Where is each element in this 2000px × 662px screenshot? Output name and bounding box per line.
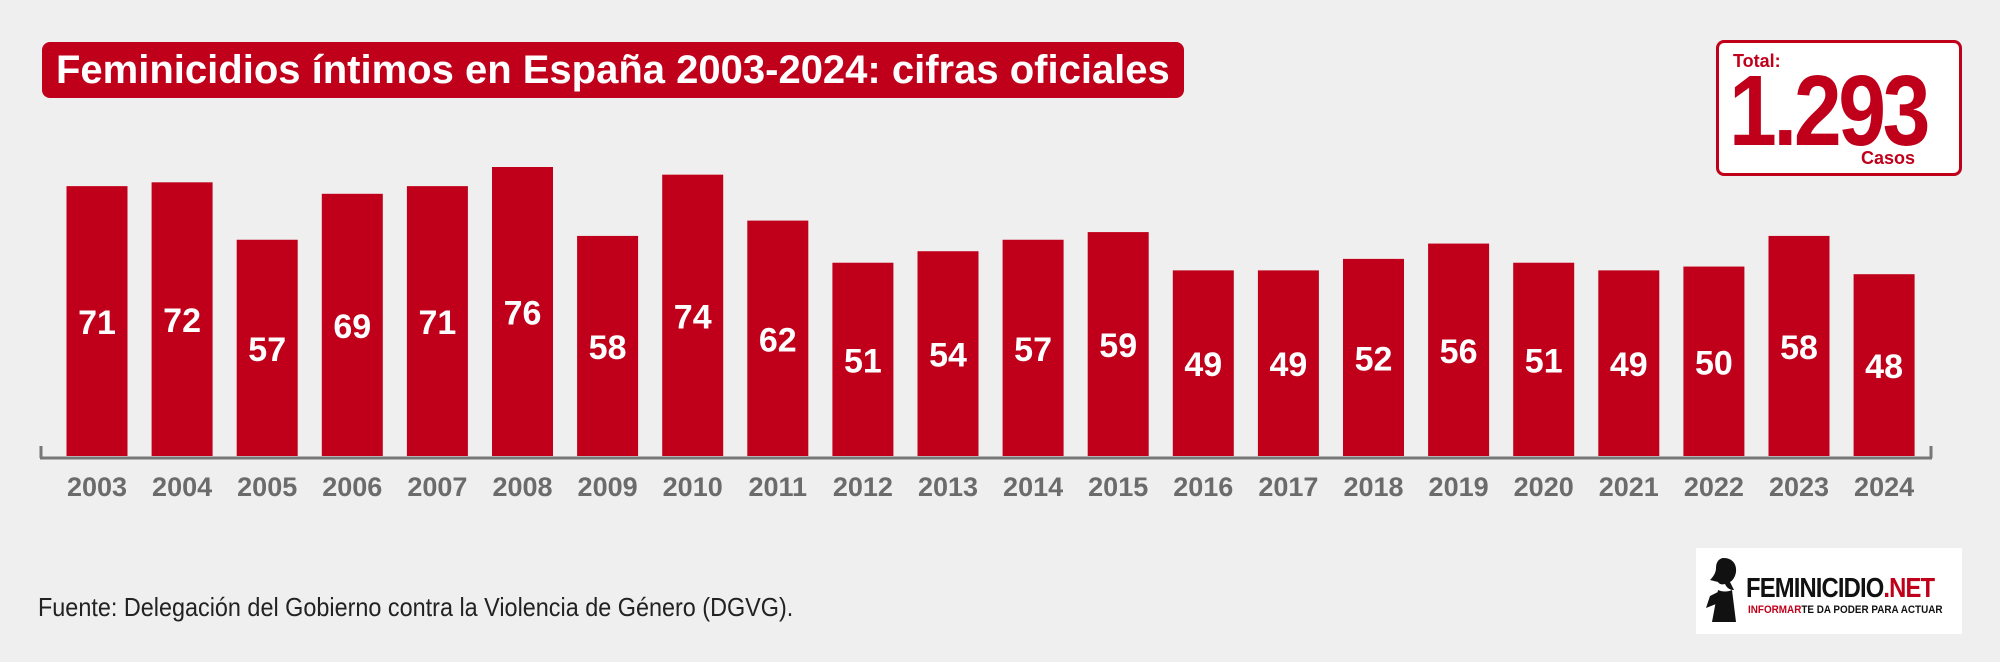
x-tick-label: 2004 — [152, 472, 212, 502]
x-tick-label: 2020 — [1514, 472, 1574, 502]
logo-tagline: INFORMARTE DA PODER PARA ACTUAR — [1748, 604, 1943, 616]
source-note: Fuente: Delegación del Gobierno contra l… — [38, 592, 794, 622]
bar-2020 — [1513, 262, 1575, 456]
bar-value-label: 50 — [1695, 344, 1733, 382]
bar-value-label: 51 — [1525, 342, 1563, 380]
bar-2007 — [406, 186, 468, 457]
x-tick-label: 2019 — [1429, 472, 1489, 502]
bar-value-label: 57 — [1014, 331, 1052, 369]
x-tick-label: 2013 — [918, 472, 978, 502]
bar-2017 — [1257, 270, 1319, 456]
bar-2004 — [151, 182, 213, 456]
bar-2012 — [832, 262, 894, 456]
bar-2005 — [236, 239, 298, 456]
total-value: 1.293 — [1729, 55, 1930, 167]
bar-2013 — [917, 251, 979, 456]
bar-value-label: 58 — [589, 329, 627, 367]
bar-value-label: 58 — [1780, 329, 1818, 367]
total-unit: Casos — [1860, 148, 1915, 168]
bar-2018 — [1343, 258, 1404, 456]
bar-value-label: 49 — [1269, 346, 1307, 384]
bar-value-label: 48 — [1865, 348, 1903, 386]
bar-value-label: 76 — [504, 295, 542, 333]
x-tick-label: 2008 — [492, 472, 552, 502]
logo-name: FEMINICIDIO.NET — [1746, 572, 1935, 603]
bar-value-label: 71 — [78, 304, 116, 342]
total-label: Total: — [1733, 51, 1781, 71]
x-tick-label: 2005 — [237, 472, 297, 502]
chart-title: Feminicidios íntimos en España 2003-2024… — [42, 42, 1184, 98]
x-tick-label: 2014 — [1003, 472, 1063, 502]
bar-2023 — [1768, 235, 1830, 456]
bar-2021 — [1598, 270, 1660, 456]
bar-2022 — [1683, 266, 1745, 456]
bar-2019 — [1428, 243, 1490, 456]
x-tick-label: 2021 — [1599, 472, 1659, 502]
x-tick-label: 2012 — [833, 472, 893, 502]
x-tick-label: 2018 — [1343, 472, 1403, 502]
x-tick-label: 2015 — [1088, 472, 1148, 502]
x-tick-label: 2023 — [1769, 472, 1829, 502]
chart-title-text: Feminicidios íntimos en España 2003-2024… — [56, 48, 1170, 92]
bar-2024 — [1853, 274, 1915, 456]
bar-value-label: 49 — [1184, 346, 1222, 384]
x-tick-label: 2003 — [67, 472, 127, 502]
x-tick-label: 2017 — [1258, 472, 1318, 502]
bar-value-label: 71 — [418, 304, 456, 342]
bar-value-label: 51 — [844, 342, 882, 380]
bar-value-label: 72 — [163, 302, 201, 340]
x-tick-label: 2011 — [749, 472, 808, 502]
bar-value-label: 52 — [1355, 340, 1393, 378]
x-tick-label: 2007 — [407, 472, 467, 502]
bar-2016 — [1172, 270, 1234, 456]
x-tick-label: 2022 — [1684, 472, 1744, 502]
bar-value-label: 62 — [759, 321, 797, 359]
x-tick-label: 2009 — [578, 472, 638, 502]
x-tick-label: 2016 — [1173, 472, 1233, 502]
bar-chart: 71 2003 72 2004 57 2005 69 2006 71 2007 76 2008 58 20… — [39, 167, 1933, 502]
bar-value-label: 59 — [1099, 327, 1137, 365]
bar-value-label: 57 — [248, 331, 286, 369]
bar-2014 — [1002, 239, 1064, 456]
bar-2010 — [662, 174, 724, 456]
bar-value-label: 56 — [1440, 333, 1478, 371]
bar-2008 — [492, 167, 553, 456]
bar-2009 — [577, 235, 639, 456]
bar-2003 — [66, 186, 128, 457]
bar-value-label: 54 — [929, 337, 967, 375]
x-tick-label: 2010 — [663, 472, 723, 502]
bar-2006 — [321, 193, 383, 457]
bar-value-label: 49 — [1610, 346, 1648, 384]
silhouette-icon — [1706, 558, 1737, 622]
x-tick-label: 2006 — [322, 472, 382, 502]
feminicidio-logo[interactable]: FEMINICIDIO.NET INFORMARTE DA PODER PARA… — [1696, 548, 1962, 634]
bar-2015 — [1087, 232, 1149, 456]
bar-value-label: 74 — [674, 298, 712, 336]
x-tick-label: 2024 — [1854, 472, 1914, 502]
total-box: Total: 1.293 Casos — [1716, 40, 1962, 176]
bar-value-label: 69 — [333, 308, 371, 346]
bar-2011 — [747, 220, 809, 456]
